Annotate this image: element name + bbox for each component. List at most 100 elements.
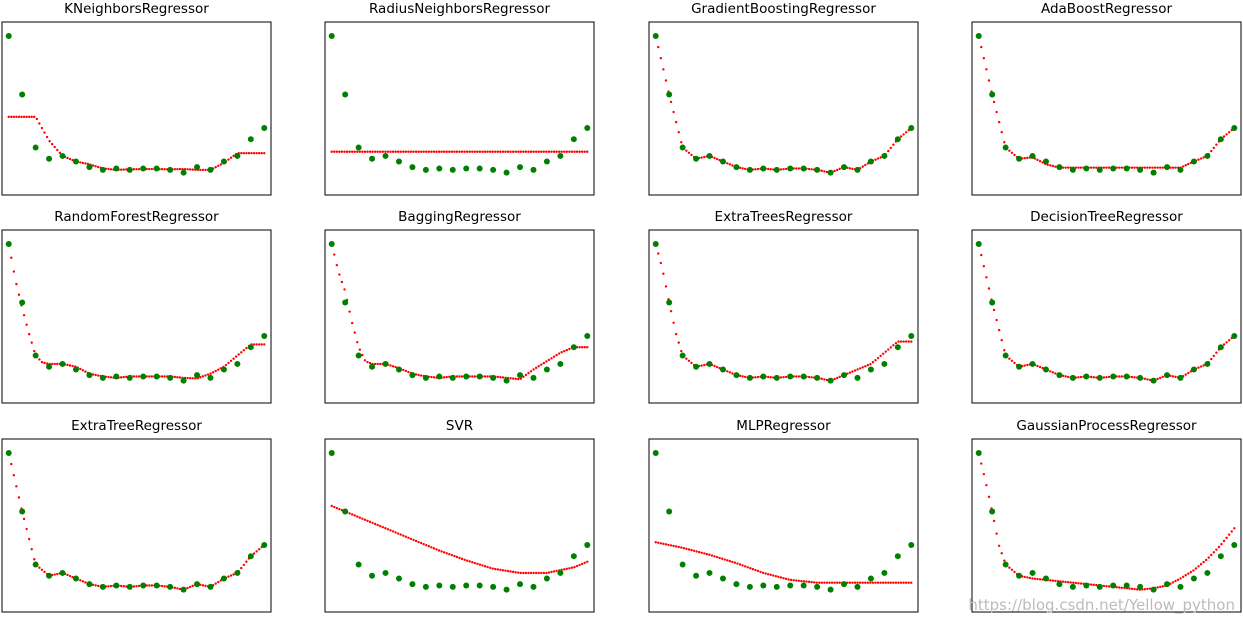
prediction-marker (838, 581, 841, 584)
prediction-marker (340, 280, 344, 284)
prediction-marker (853, 581, 857, 584)
axes-frame (324, 229, 595, 404)
prediction-marker (399, 533, 402, 536)
prediction-marker (1158, 376, 1162, 380)
chart-title: GaussianProcessRegressor (1016, 418, 1197, 434)
prediction-marker (135, 584, 138, 588)
prediction-marker (774, 574, 778, 578)
prediction-marker (838, 167, 841, 171)
prediction-marker (389, 364, 392, 367)
prediction-marker (858, 367, 862, 370)
prediction-marker (501, 376, 505, 379)
prediction-marker (1023, 575, 1026, 579)
data-point (99, 583, 106, 590)
data-point (180, 586, 187, 593)
prediction-marker (199, 168, 202, 172)
prediction-marker (985, 68, 988, 71)
prediction-marker (700, 364, 703, 367)
prediction-marker (353, 331, 356, 334)
prediction-marker (381, 150, 385, 153)
prediction-marker (980, 45, 983, 49)
prediction-marker (460, 150, 464, 153)
prediction-marker (1051, 371, 1055, 374)
prediction-marker (1230, 530, 1233, 533)
prediction-marker (445, 375, 448, 379)
prediction-marker (902, 340, 905, 343)
prediction-marker (547, 358, 551, 362)
prediction-marker (188, 585, 192, 589)
prediction-marker (874, 158, 877, 161)
prediction-marker (662, 272, 665, 275)
prediction-marker (368, 361, 372, 365)
data-point (5, 32, 12, 39)
data-point (800, 582, 807, 589)
prediction-marker (255, 343, 258, 346)
prediction-marker (565, 348, 569, 352)
data-point (1177, 374, 1184, 381)
data-point (422, 166, 429, 173)
prediction-marker (982, 265, 986, 268)
prediction-marker (789, 578, 793, 582)
prediction-marker (825, 581, 829, 584)
data-point (234, 152, 241, 159)
prediction-marker (38, 122, 41, 125)
prediction-marker (1197, 565, 1200, 568)
prediction-marker (766, 572, 770, 576)
prediction-marker (797, 167, 801, 170)
prediction-marker (340, 150, 344, 153)
prediction-marker (1092, 376, 1095, 379)
prediction-marker (412, 538, 415, 542)
prediction-marker (384, 527, 387, 530)
prediction-marker (163, 585, 166, 588)
prediction-marker (330, 150, 333, 153)
prediction-marker (1077, 582, 1080, 585)
prediction-marker (674, 545, 678, 548)
prediction-marker (1066, 581, 1070, 584)
prediction-marker (866, 364, 870, 367)
data-point (395, 575, 402, 582)
prediction-marker (381, 525, 385, 529)
data-point (543, 366, 550, 373)
prediction-marker (902, 133, 905, 136)
prediction-marker (402, 150, 405, 153)
prediction-marker (237, 353, 240, 356)
data-point (180, 169, 187, 176)
prediction-marker (545, 571, 548, 575)
prediction-marker (486, 150, 489, 153)
prediction-marker (662, 68, 665, 71)
prediction-marker (672, 110, 675, 114)
prediction-marker (858, 581, 862, 584)
data-point (369, 155, 376, 162)
prediction-marker (419, 541, 423, 545)
prediction-marker (894, 581, 898, 584)
data-point (490, 374, 497, 381)
prediction-marker (1227, 131, 1231, 134)
prediction-marker (667, 543, 670, 547)
data-point (557, 569, 564, 576)
prediction-marker (91, 373, 95, 376)
data-point (1096, 374, 1103, 381)
prediction-marker (442, 376, 446, 379)
prediction-marker (40, 568, 44, 572)
data-point (355, 561, 362, 568)
prediction-marker (669, 100, 673, 104)
prediction-marker (414, 373, 418, 376)
prediction-marker (427, 150, 431, 153)
prediction-marker (552, 355, 556, 358)
prediction-marker (509, 150, 512, 153)
prediction-marker (335, 263, 339, 267)
data-point (1217, 136, 1224, 143)
prediction-marker (96, 374, 100, 377)
prediction-marker (1054, 579, 1057, 583)
prediction-marker (330, 504, 333, 508)
prediction-marker (356, 340, 359, 344)
data-point (800, 165, 807, 172)
prediction-marker (529, 150, 533, 153)
prediction-marker (797, 375, 801, 378)
prediction-marker (555, 353, 558, 357)
prediction-marker (1120, 586, 1124, 589)
prediction-marker (204, 168, 207, 172)
prediction-marker (542, 361, 546, 365)
prediction-marker (557, 352, 561, 355)
prediction-marker (79, 161, 82, 164)
